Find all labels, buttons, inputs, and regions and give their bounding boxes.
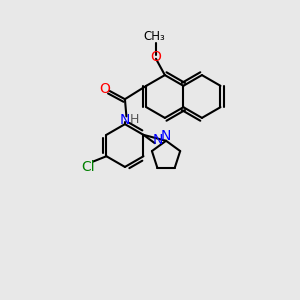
Text: H: H [130, 113, 140, 126]
Text: N: N [152, 133, 163, 147]
Text: O: O [151, 50, 161, 64]
Text: Cl: Cl [82, 160, 95, 174]
Text: CH₃: CH₃ [144, 30, 165, 43]
Text: N: N [120, 113, 130, 127]
Text: O: O [100, 82, 110, 96]
Text: N: N [160, 129, 171, 143]
